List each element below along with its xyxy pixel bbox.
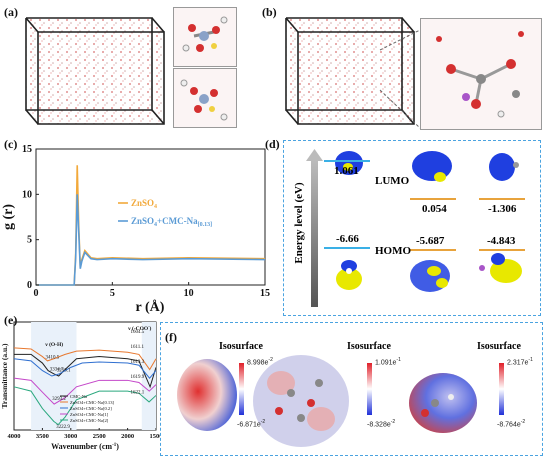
isosurface-title-3: Isosurface [477,341,521,352]
value-col2-top: 0.054 [422,203,447,215]
ftir-peak-label: 3293.2 [52,397,66,402]
ftir-ylabel: Transmittance (a.u.) [0,343,9,409]
ftir-series-2 [13,347,157,371]
ftir-annot-oh: ν (O-H) [44,341,63,348]
value-col3-bottom: -4.843 [487,235,516,247]
colorbar-1 [239,363,244,415]
isosurface-title-1: Isosurface [219,341,263,352]
scale-1-min: -6.871e-2 [237,419,266,429]
panel-label-c: (c) [4,137,18,151]
rdf-series-2 [36,194,266,286]
colorbar-2 [367,363,372,415]
ftir-xtick-label: 2000 [121,433,134,440]
panel-label-a: (a) [4,5,18,19]
md-box-b [280,10,421,132]
ftir-series-1 [14,353,157,389]
isosurface-title-2: Isosurface [347,341,391,352]
ftir-xtick-label: 3500 [36,433,49,440]
ftir-series-3 [13,358,157,379]
scale-3-max: 2.317e-1 [507,357,533,367]
value-col2-bottom: -5.687 [416,235,445,247]
ftir-series-4 [13,377,157,405]
scale-2-min: -8.328e-2 [367,419,396,429]
esp-surface-1 [177,359,237,431]
ftir-peak-label: 1619.9 [130,375,144,380]
ftir-xtick-label: 3000 [64,433,77,440]
scale-3-min: -8.764e-2 [497,419,526,429]
homo-label: HOMO [375,245,412,257]
rdf-ytick-label: 0 [27,280,32,291]
ftir-peak-label: 1613.3 [130,360,144,365]
ftir-annot-coo: ν (-COO-) [127,324,151,332]
scale-1-max: 8.998e-2 [247,357,273,367]
ftir-peak-label: 3213.1 [57,369,71,374]
zoom-a-top [173,7,237,67]
value-col3-top: -1.306 [488,203,517,215]
ftir-legend-label-3: ZnSO4+CMC-Na[0.2] [70,406,112,411]
ftir-peak-label: 3222.9 [56,425,70,430]
ftir-series-5 [13,386,157,426]
value-col1-top: 1.061 [334,165,359,177]
rdf-xtick-label: 5 [110,288,115,299]
rdf-ylabel: g (r) [1,204,16,230]
ftir-xtick-label: 4000 [8,433,21,440]
energy-axis-label: Energy level (eV) [293,182,305,264]
ftir-chart: 4000 3500 3000 2500 2000 1500 Wavenumber (cm-1… [0,318,163,459]
ftir-band-coo [141,322,156,430]
ftir-legend-label-5: ZnSO4+CMC-Na[2] [70,418,109,423]
rdf-ytick-label: 5 [27,235,32,246]
scale-2-max: 1.091e-1 [375,357,401,367]
ftir-xtick-label: 2500 [93,433,106,440]
rdf-ytick-label: 10 [22,189,32,200]
ftir-peak-label: 3334.7 [50,368,64,373]
ftir-peak-label: 1622.1 [130,390,144,395]
esp-surface-2 [253,355,349,447]
value-col1-bottom: -6.66 [336,233,359,245]
lumo-label: LUMO [375,175,410,187]
zoom-b [420,18,542,130]
colorbar-3 [499,363,504,415]
esp-surface-3 [409,373,477,433]
rdf-xtick-label: 15 [260,288,270,299]
rdf-xtick-label: 0 [34,288,39,299]
rdf-chart: 0 5 10 15 0 5 10 15 r (Å) g (r) ZnSO4 ZnSO4+CMC-Na[… [0,144,275,315]
rdf-legend-label-1: ZnSO4 [131,198,157,210]
rdf-plot-frame [35,148,266,286]
ftir-xlabel: Wavenumber (cm-1) [51,442,119,451]
ftir-peak-label: 1604.5 [130,330,144,335]
ftir-peak-label: 1611.1 [130,345,144,350]
ftir-peak-label: 3410.5 [45,356,59,361]
ftir-legend-label-2: ZnSO4+CMC-Na[0.13] [70,400,115,405]
zoom-a-bottom [173,68,237,128]
ftir-xtick-label: 1500 [150,433,161,440]
panel-label-d: (d) [265,137,280,151]
ftir-legend-label-1: CMC-Na [70,394,87,399]
md-box-a [20,10,170,132]
panel-label-f: (f) [165,330,177,344]
energy-level-panel: Energy level (eV) LUMO HOMO 1.061 -6.66 … [283,140,541,316]
esp-panel: Isosurface Isosurface Isosurface [160,322,543,456]
rdf-legend-label-2: ZnSO4+CMC-Na[0.13] [131,216,212,228]
ftir-legend-label-4: ZnSO4+CMC-Na[1] [70,412,109,417]
panel-label-b: (b) [262,5,277,19]
rdf-xlabel: r (Å) [136,299,165,315]
rdf-xtick-label: 10 [184,288,194,299]
rdf-ytick-label: 15 [22,145,32,155]
